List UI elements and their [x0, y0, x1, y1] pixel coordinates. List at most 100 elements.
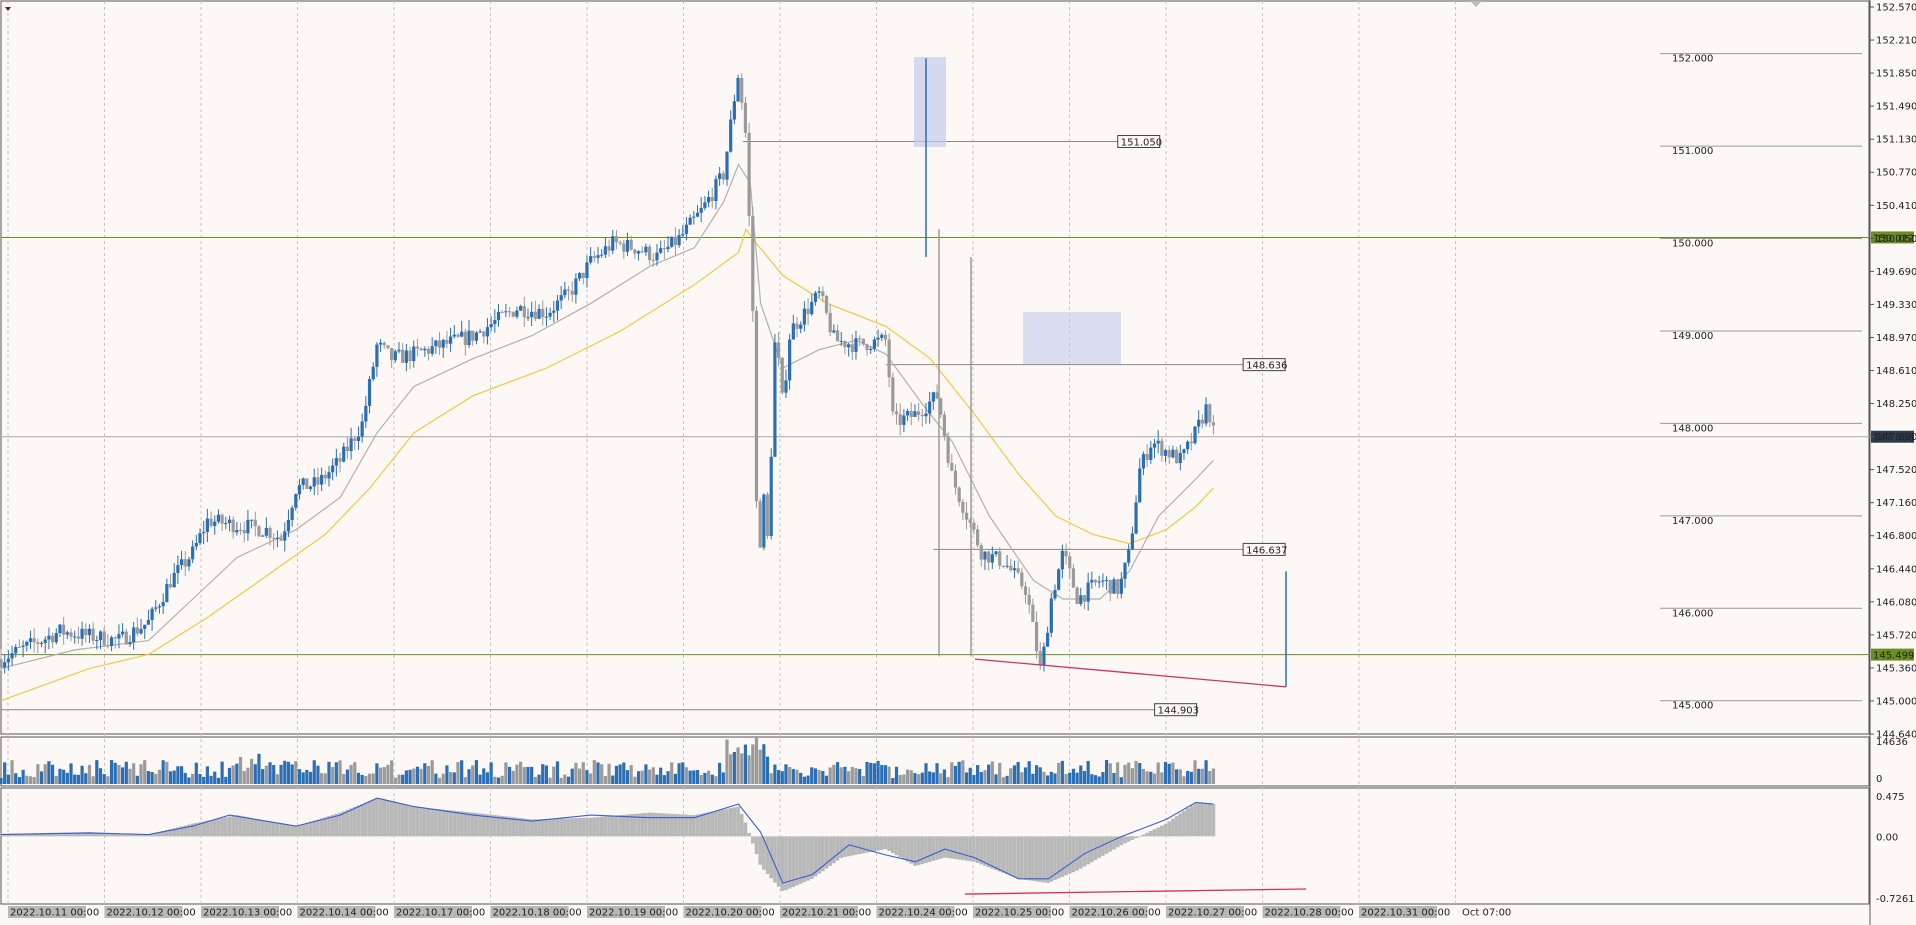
- dropdown-arrow-icon[interactable]: [5, 7, 11, 11]
- macd-histogram-bar: [515, 817, 519, 837]
- volume-bar: [183, 772, 187, 784]
- x-tick-label: 2022.10.18 00:00: [493, 908, 582, 919]
- macd-histogram-bar: [95, 832, 99, 837]
- macd-histogram-bar: [868, 836, 873, 853]
- y-tick-label: 146.800: [1876, 531, 1916, 542]
- candle-body: [828, 312, 832, 333]
- volume-bar: [1097, 776, 1101, 784]
- volume-bar: [883, 765, 888, 784]
- volume-bar: [47, 761, 51, 784]
- volume-bar: [323, 773, 327, 784]
- candle-body: [43, 639, 47, 643]
- candle-body: [378, 342, 383, 345]
- volume-bar: [990, 761, 994, 784]
- candle-body: [990, 554, 994, 563]
- macd-histogram-bar: [190, 823, 195, 837]
- macd-histogram-bar: [1126, 836, 1131, 842]
- x-label-bg: [201, 906, 279, 918]
- macd-histogram-bar: [294, 826, 298, 837]
- divergence-line[interactable]: [974, 658, 1287, 688]
- y-tick-label: 149.330: [1876, 300, 1916, 311]
- volume-bar: [375, 763, 379, 784]
- volume-bar: [946, 777, 950, 784]
- candle-body: [98, 631, 103, 640]
- macd-histogram-bar: [1060, 836, 1065, 877]
- candle-body: [331, 465, 335, 473]
- volume-bar: [496, 777, 501, 784]
- macd-histogram-bar: [386, 800, 390, 837]
- volume-bar: [913, 773, 917, 784]
- volume-panel[interactable]: [0, 736, 1870, 787]
- volume-bar: [242, 771, 246, 784]
- candle-body: [589, 256, 593, 263]
- scroll-marker-icon[interactable]: [1470, 1, 1482, 7]
- volume-y-label: 14636: [1876, 737, 1908, 748]
- volume-bar: [102, 774, 106, 784]
- volume-bar: [891, 777, 895, 784]
- candle-body: [441, 339, 445, 348]
- volume-bar: [880, 765, 884, 784]
- volume-bar: [0, 777, 3, 784]
- macd-histogram-bar: [478, 813, 482, 837]
- macd-divergence-line[interactable]: [964, 888, 1307, 895]
- macd-histogram-bar: [522, 818, 527, 837]
- y-tick-label: 151.490: [1876, 102, 1916, 113]
- candle-body: [574, 278, 578, 295]
- volume-bar: [139, 764, 143, 784]
- volume-bar: [574, 762, 578, 784]
- macd-histogram-bar: [43, 832, 48, 837]
- volume-bar: [603, 776, 607, 784]
- candle-body: [1156, 440, 1160, 444]
- macd-histogram-bar: [821, 836, 825, 872]
- volume-bar: [246, 767, 250, 784]
- volume-bar: [662, 775, 666, 784]
- macd-histogram-bar: [1008, 836, 1013, 876]
- macd-histogram-bar: [750, 836, 755, 844]
- candle-body: [533, 311, 537, 319]
- volume-bar: [625, 770, 630, 784]
- macd-histogram-bar: [445, 809, 449, 837]
- volume-bar: [762, 744, 766, 784]
- candle-body: [1031, 604, 1035, 622]
- candle-body: [1189, 441, 1193, 444]
- volume-bar: [187, 777, 191, 784]
- candle-body: [799, 324, 803, 329]
- round-level-label: 145.000: [1672, 701, 1713, 712]
- candle-body: [58, 624, 62, 634]
- macd-histogram-bar: [275, 822, 280, 837]
- macd-histogram-bar: [599, 816, 604, 837]
- macd-histogram-bar: [456, 811, 460, 837]
- macd-histogram-bar: [434, 808, 438, 837]
- candle-body: [1012, 568, 1017, 571]
- volume-bar: [1101, 771, 1105, 784]
- candle-body: [371, 366, 375, 380]
- volume-bar: [176, 766, 180, 784]
- volume-bar: [500, 775, 504, 784]
- candle-body: [721, 173, 725, 180]
- candle-body: [393, 351, 397, 361]
- volume-bar: [975, 765, 980, 784]
- macd-histogram-bar: [176, 827, 180, 837]
- candle-body: [566, 289, 571, 291]
- volume-bar: [1046, 775, 1050, 784]
- candle-body: [297, 484, 302, 495]
- macd-histogram-bar: [902, 836, 906, 860]
- candle-body: [1082, 595, 1087, 602]
- candle-body: [607, 246, 611, 251]
- candle-body: [563, 289, 567, 296]
- round-level-label: 149.000: [1672, 331, 1713, 342]
- candle-body: [102, 631, 106, 646]
- volume-bar: [6, 774, 10, 784]
- candle-body: [360, 421, 364, 437]
- macd-histogram-bar: [526, 818, 530, 837]
- volume-bar: [636, 771, 641, 784]
- candle-body: [504, 311, 508, 313]
- volume-bar: [968, 767, 972, 784]
- x-tick-label: 2022.10.14 00:00: [300, 908, 389, 919]
- macd-histogram-bar: [316, 819, 320, 837]
- candle-body: [1178, 453, 1182, 464]
- macd-histogram-bar: [341, 811, 346, 837]
- y-tick-label: 152.210: [1876, 36, 1916, 47]
